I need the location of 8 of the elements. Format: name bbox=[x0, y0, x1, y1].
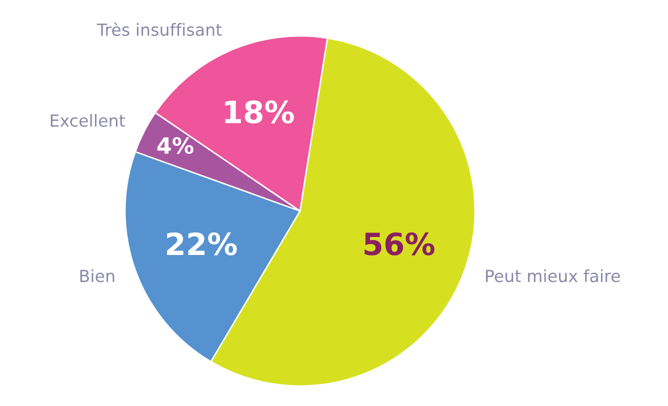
data-label: 4% bbox=[157, 137, 194, 154]
data-label: 22% bbox=[167, 232, 237, 256]
slice-label: Peut mieux faire bbox=[486, 269, 620, 282]
slice-label: Excellent bbox=[50, 114, 125, 127]
slice-label: Très insuffisant bbox=[96, 22, 222, 36]
data-label: 56% bbox=[364, 232, 434, 256]
data-label: 18% bbox=[225, 100, 294, 124]
slice-label: Bien bbox=[80, 269, 114, 282]
